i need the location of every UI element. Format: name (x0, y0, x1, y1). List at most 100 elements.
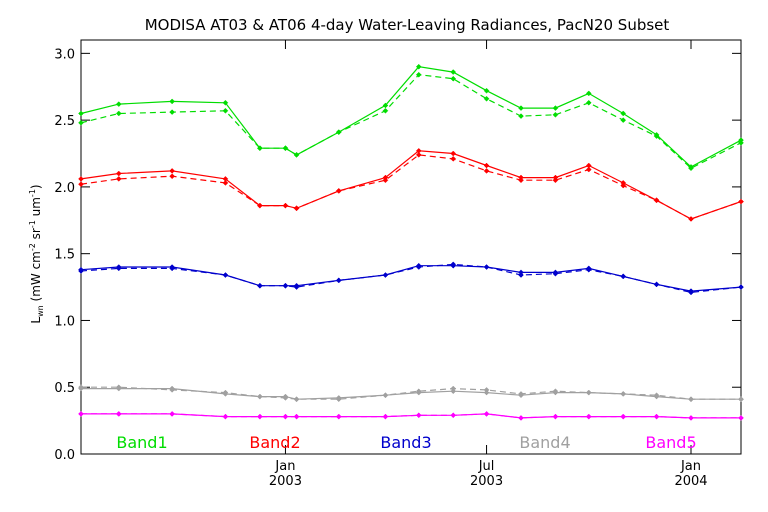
series-marker (169, 168, 175, 174)
series-marker (585, 90, 592, 97)
series-marker (257, 145, 263, 152)
legend-item: Band2 (249, 433, 300, 452)
series-marker (483, 87, 490, 94)
series-marker (653, 133, 660, 140)
legend-item: Band4 (519, 433, 570, 452)
series-marker (585, 413, 592, 420)
plot-frame (80, 39, 742, 455)
legend-item: Band1 (116, 433, 167, 452)
series-marker (738, 284, 744, 290)
series-marker (415, 388, 422, 395)
series-line (80, 150, 742, 220)
legend-item: Band5 (645, 433, 696, 452)
series-marker (688, 396, 694, 403)
series-marker (115, 170, 122, 177)
series-marker (115, 384, 122, 391)
series-marker (115, 411, 122, 417)
series-marker (653, 281, 660, 288)
legend-item: Band3 (380, 433, 431, 452)
x-tick-label-month: Jul (478, 459, 495, 474)
series-marker (78, 411, 84, 417)
series-marker (335, 129, 342, 136)
series-marker (450, 75, 457, 82)
series-marker (78, 268, 84, 274)
series-marker (620, 391, 627, 397)
series-marker (738, 415, 744, 421)
series-marker (115, 101, 122, 107)
series-10 (78, 411, 744, 421)
series-marker (688, 415, 694, 421)
x-tick-label-month: Jan (680, 459, 701, 474)
series-marker (688, 289, 694, 296)
series-marker (552, 111, 559, 118)
series-marker (257, 202, 263, 209)
series-marker (222, 272, 229, 278)
x-tick-label-month: Jan (274, 459, 295, 474)
series-marker (78, 181, 84, 188)
series-marker (293, 413, 300, 420)
series-marker (483, 411, 490, 417)
series-marker (382, 107, 389, 114)
series-8 (78, 384, 744, 403)
series-marker (450, 150, 457, 157)
series-marker (169, 387, 175, 393)
chart-title: MODISA AT03 & AT06 4-day Water-Leaving R… (145, 16, 670, 34)
series-marker (257, 413, 263, 420)
series-marker (257, 282, 263, 289)
series-5 (78, 262, 744, 294)
series-layer (78, 63, 744, 421)
series-marker (169, 98, 175, 105)
legend: Band1 Band2 Band3 Band4 Band5 (116, 433, 696, 452)
series-marker (222, 99, 229, 106)
series-marker (382, 413, 389, 420)
series-marker (335, 188, 342, 194)
series-marker (382, 272, 389, 278)
x-tick-label-year: 2004 (674, 474, 707, 489)
series-marker (293, 151, 300, 158)
series-marker (518, 113, 524, 119)
series-marker (335, 277, 342, 284)
series-marker (293, 284, 300, 290)
y-tick-label: 0.0 (54, 448, 75, 463)
series-marker (335, 413, 342, 420)
series-marker (282, 395, 289, 401)
series-marker (222, 413, 229, 420)
series-marker (282, 202, 289, 209)
series-marker (738, 139, 744, 146)
series-marker (78, 110, 84, 117)
series-marker (620, 413, 627, 420)
series-marker (169, 265, 175, 272)
series-marker (415, 63, 422, 70)
series-marker (552, 177, 559, 184)
series-marker (450, 412, 457, 419)
series-marker (483, 264, 490, 270)
series-line (81, 388, 741, 400)
series-marker (450, 261, 457, 268)
series-marker (115, 110, 122, 117)
series-marker (78, 176, 84, 182)
series-marker (415, 71, 422, 78)
y-axis-label: Lwn (mW cm-2 sr-1 um-1) (28, 184, 45, 323)
series-marker (620, 117, 627, 123)
series-marker (415, 412, 422, 419)
series-marker (483, 162, 490, 169)
series-marker (293, 396, 300, 403)
series-marker (518, 177, 524, 184)
series-line (80, 74, 742, 169)
series-2 (78, 71, 744, 172)
series-marker (115, 265, 122, 272)
series-line (80, 66, 742, 168)
series-marker (483, 168, 490, 174)
series-marker (282, 282, 289, 289)
series-marker (738, 198, 744, 205)
series-7 (78, 385, 744, 403)
series-marker (222, 389, 229, 396)
series-marker (335, 396, 342, 403)
series-line (80, 265, 742, 292)
series-marker (518, 272, 524, 278)
series-marker (382, 177, 389, 184)
series-marker (382, 392, 389, 399)
series-marker (257, 393, 263, 400)
series-marker (78, 119, 84, 126)
